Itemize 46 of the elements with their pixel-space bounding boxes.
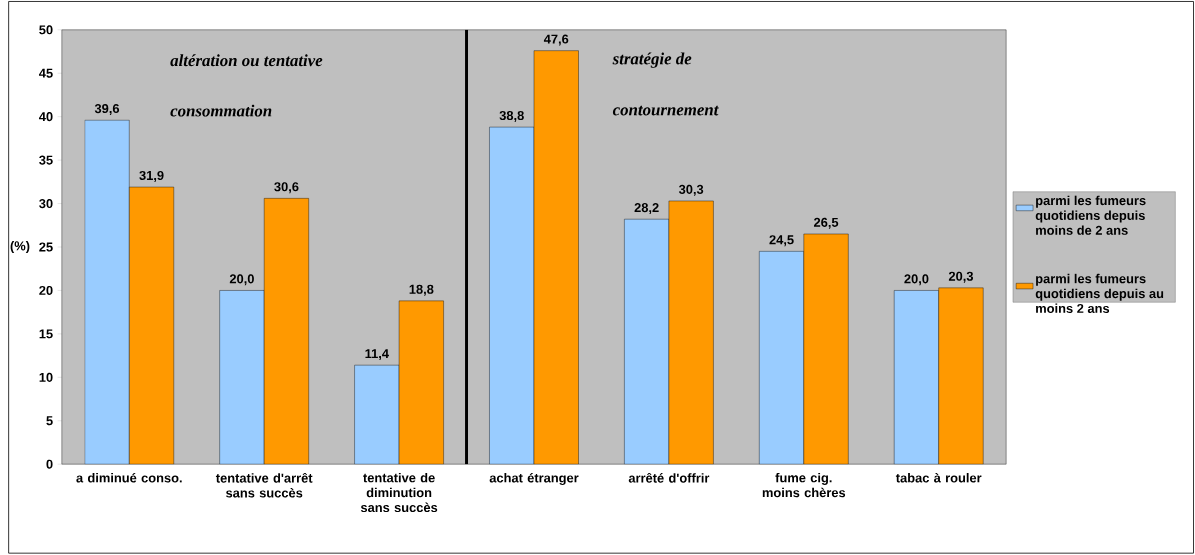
bar	[263, 198, 309, 465]
bar	[129, 187, 174, 465]
y-tick-label: 10	[39, 372, 53, 383]
data-label: 20,3	[948, 271, 974, 283]
y-tick-label: 20	[39, 286, 53, 296]
data-label: 30,3	[678, 184, 704, 196]
x-tick-label: fume cig. moins chères	[762, 473, 846, 498]
annotation: consommation	[170, 104, 272, 117]
bar	[533, 50, 579, 465]
bar	[938, 287, 984, 465]
data-label: 39,6	[94, 104, 120, 116]
x-tick-label: a diminué conso.	[76, 473, 182, 483]
data-label: 38,8	[499, 111, 524, 123]
y-tick-label: 0	[46, 459, 53, 469]
legend-label: parmi les fumeurs quotidiens depuis moins de 2 ans	[1035, 195, 1146, 236]
y-tick-label: 45	[38, 68, 53, 78]
data-label: 26,5	[813, 217, 839, 229]
data-label: 20,0	[229, 274, 254, 286]
bar	[803, 233, 849, 465]
data-label: 30,6	[274, 182, 299, 194]
y-tick-label: 25	[39, 242, 53, 252]
x-tick-label: achat étranger	[489, 473, 579, 486]
y-tick-label: 50	[39, 25, 53, 35]
x-tick-label: tentative de diminution sans succès	[360, 473, 438, 513]
bar	[668, 200, 714, 465]
x-tick-label: tabac à rouler	[895, 473, 982, 483]
data-label: 28,2	[634, 203, 659, 215]
data-label: 24,5	[769, 235, 794, 247]
data-label: 20,0	[904, 274, 929, 286]
bar	[398, 300, 444, 465]
x-tick-label: tentative d'arrêt sans succès	[215, 473, 313, 498]
y-tick-label: 35	[39, 155, 53, 165]
data-label: 11,4	[365, 349, 389, 361]
x-tick-label: arrêté d'offrir	[628, 473, 710, 483]
annotation: altération ou tentative	[170, 54, 323, 67]
y-axis-title: (%)	[10, 241, 30, 254]
y-tick-label: 5	[46, 416, 53, 426]
y-tick-label: 15	[39, 329, 53, 339]
data-label: 47,6	[543, 34, 569, 46]
data-label: 31,9	[139, 171, 164, 183]
y-tick-label: 30	[39, 199, 53, 209]
annotation: contournement	[612, 105, 719, 116]
data-label: 18,8	[409, 284, 434, 296]
annotation: stratégie de	[612, 52, 692, 69]
y-tick-label: 40	[38, 112, 53, 122]
legend-label: parmi les fumeurs quotidiens depuis au moins 2 ans	[1035, 274, 1164, 314]
